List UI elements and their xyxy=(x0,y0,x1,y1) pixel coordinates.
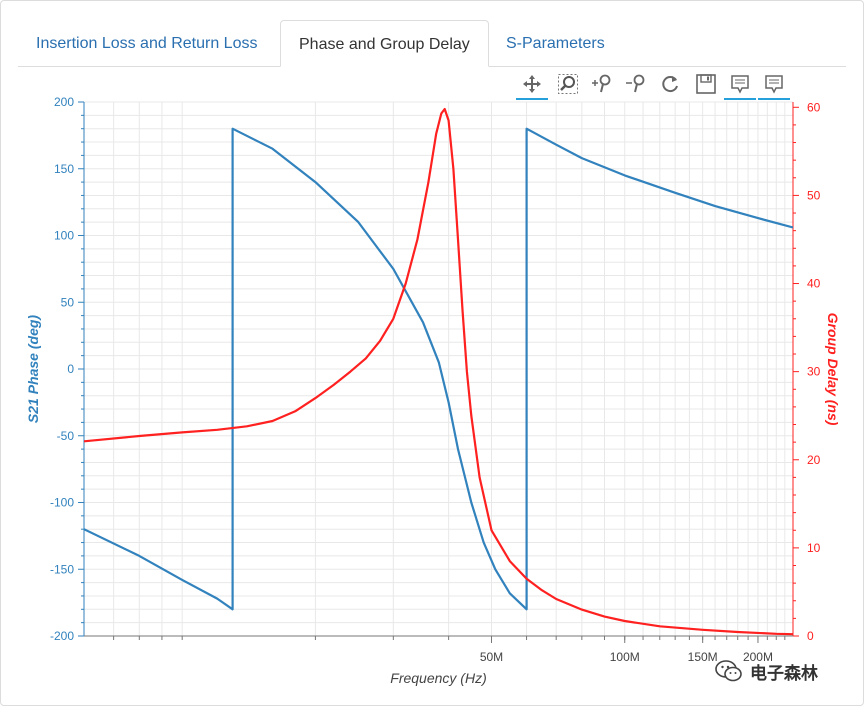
grid-lines xyxy=(84,101,793,637)
y-right-tick-label: 20 xyxy=(807,453,821,467)
reset-icon[interactable] xyxy=(656,70,684,98)
y-left-tick-label: -200 xyxy=(50,629,74,643)
hover-icon-2[interactable] xyxy=(760,70,788,98)
y-left-tick-label: 0 xyxy=(67,362,74,376)
hover2-active-indicator xyxy=(758,98,790,100)
x-tick-label: 150M xyxy=(688,650,718,664)
y-right-tick-label: 0 xyxy=(807,629,814,643)
x-tick-label: 200M xyxy=(743,650,773,664)
y-left-axis-label: S21 Phase (deg) xyxy=(25,315,41,423)
y-left-tick-label: -100 xyxy=(50,496,74,510)
y-left-tick-label: 200 xyxy=(54,95,74,109)
plot-toolbar xyxy=(514,68,804,102)
watermark: 电子森林 xyxy=(714,656,818,686)
tab-insertion-loss[interactable]: Insertion Loss and Return Loss xyxy=(36,35,258,52)
save-icon[interactable] xyxy=(692,70,720,98)
y-right-tick-label: 50 xyxy=(807,188,821,202)
tab-phase-group-delay[interactable]: Phase and Group Delay xyxy=(280,20,489,67)
y-right-tick-label: 60 xyxy=(807,100,821,114)
pan-icon[interactable] xyxy=(518,70,546,98)
tab-s-parameters[interactable]: S-Parameters xyxy=(506,35,605,52)
y-right-tick-label: 40 xyxy=(807,277,821,291)
x-tick-label: 100M xyxy=(610,650,640,664)
y-left-tick-label: 100 xyxy=(54,229,74,243)
pan-active-indicator xyxy=(516,98,548,100)
s21-phase-series-line xyxy=(84,127,793,611)
tab-bar: Insertion Loss and Return Loss Phase and… xyxy=(18,20,846,67)
zoom-in-icon[interactable] xyxy=(588,70,616,98)
hover-active-indicator xyxy=(724,98,756,100)
x-tick-label: 50M xyxy=(480,650,503,664)
y-right-axis-label: Group Delay (ns) xyxy=(825,313,841,426)
hover-icon[interactable] xyxy=(726,70,754,98)
group-delay-series-line xyxy=(84,107,793,636)
box-zoom-icon[interactable] xyxy=(554,70,582,98)
y-right-tick-label: 30 xyxy=(807,365,821,379)
zoom-out-icon[interactable] xyxy=(622,70,650,98)
wechat-logo-icon xyxy=(715,660,742,682)
x-axis-label: Frequency (Hz) xyxy=(390,670,486,686)
y-left-tick-label: 150 xyxy=(54,162,74,176)
y-right-tick-label: 10 xyxy=(807,541,821,555)
y-left-tick-label: -50 xyxy=(57,429,75,443)
watermark-text: 电子森林 xyxy=(750,663,818,684)
y-left-tick-label: 50 xyxy=(61,295,75,309)
y-left-tick-label: -150 xyxy=(50,562,74,576)
phase-delay-chart[interactable]: 200150100500-50-100-150-2006050403020100… xyxy=(0,90,864,696)
